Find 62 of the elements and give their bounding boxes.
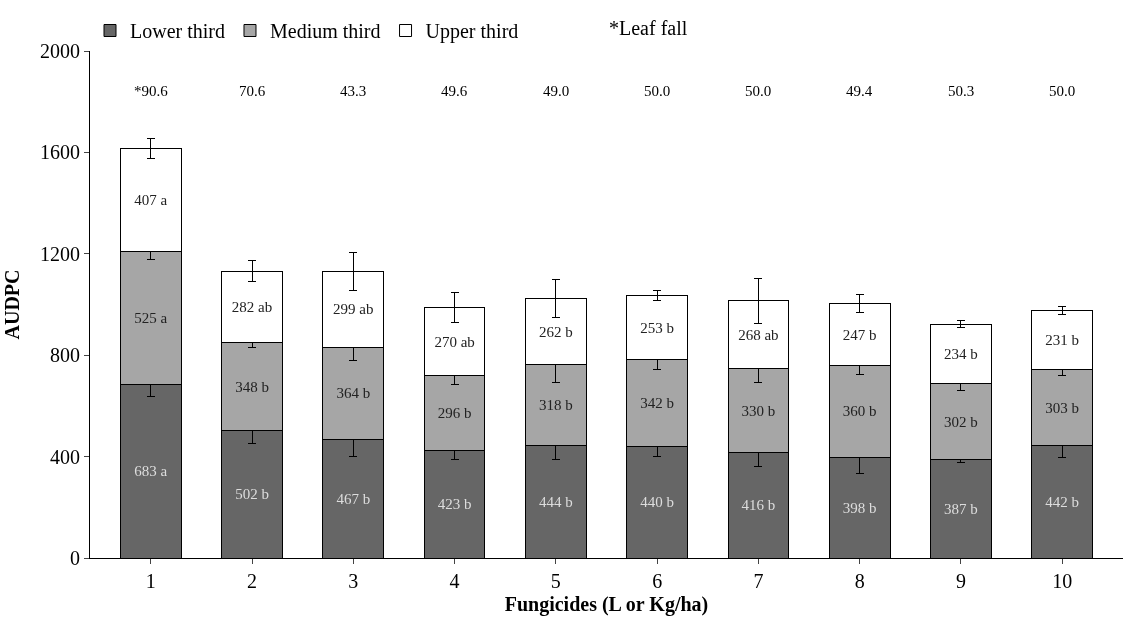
data-label: 318 b bbox=[538, 397, 573, 414]
annotation: 50.0 bbox=[745, 83, 772, 99]
data-label: 467 b bbox=[336, 490, 371, 507]
data-label: 270 ab bbox=[434, 333, 475, 350]
data-label: 234 b bbox=[944, 345, 978, 362]
data-label: 398 b bbox=[842, 499, 877, 516]
legend-label: Lower third bbox=[130, 20, 225, 43]
x-tick-label: 2 bbox=[247, 570, 258, 592]
x-tick-label: 1 bbox=[145, 570, 156, 592]
data-label: 683 a bbox=[134, 463, 168, 480]
data-label: 442 b bbox=[1045, 493, 1080, 510]
y-tick-label: 400 bbox=[50, 445, 80, 468]
annotation: 49.4 bbox=[846, 83, 873, 99]
data-label: 416 b bbox=[741, 497, 776, 514]
x-tick-label: 10 bbox=[1052, 570, 1073, 592]
x-tick-label: 6 bbox=[652, 570, 663, 592]
annotation: *90.6 bbox=[134, 83, 169, 99]
annotation: 49.6 bbox=[441, 83, 468, 99]
x-axis-title: Fungicides (L or Kg/ha) bbox=[504, 592, 709, 616]
data-label: 303 b bbox=[1045, 399, 1080, 416]
y-tick-label: 1200 bbox=[40, 242, 80, 265]
legend-label: Medium third bbox=[269, 20, 381, 43]
annotation: 50.0 bbox=[1049, 83, 1076, 99]
data-label: 342 b bbox=[640, 395, 675, 412]
text: *Leaf fall bbox=[609, 17, 688, 39]
x-tick-label: 5 bbox=[550, 570, 561, 592]
data-label: 330 b bbox=[741, 402, 776, 419]
legend-label: Upper third bbox=[425, 20, 519, 44]
y-tick-label: 800 bbox=[50, 344, 80, 367]
data-label: 282 ab bbox=[231, 298, 273, 315]
data-label: 502 b bbox=[235, 486, 269, 503]
x-tick-label: 8 bbox=[854, 570, 865, 592]
x-tick-label: 4 bbox=[449, 570, 460, 592]
data-label: 268 ab bbox=[738, 326, 779, 343]
data-label: 360 b bbox=[842, 403, 877, 420]
y-tick-label: 2000 bbox=[40, 40, 80, 62]
data-label: 302 b bbox=[944, 413, 978, 430]
data-label: 525 a bbox=[134, 310, 168, 327]
x-tick-label: 9 bbox=[955, 570, 966, 592]
x-tick-label: 7 bbox=[753, 570, 764, 592]
data-label: 231 b bbox=[1045, 331, 1080, 348]
data-label: 296 b bbox=[437, 405, 472, 422]
data-label: 387 b bbox=[944, 500, 978, 517]
data-label: 253 b bbox=[640, 319, 675, 336]
y-tick-label: 1600 bbox=[40, 141, 80, 164]
data-label: 262 b bbox=[538, 323, 573, 340]
annotation: 70.6 bbox=[239, 83, 266, 99]
annotation: 50.3 bbox=[948, 83, 975, 99]
y-tick-label: 0 bbox=[70, 547, 80, 569]
annotation: 49.0 bbox=[543, 83, 570, 99]
annotation: 50.0 bbox=[644, 83, 671, 99]
data-label: 444 b bbox=[538, 493, 573, 510]
annotation: 43.3 bbox=[340, 83, 367, 99]
data-label: 364 b bbox=[336, 385, 371, 402]
data-label: 423 b bbox=[437, 496, 472, 513]
data-label: 299 ab bbox=[333, 301, 374, 318]
x-tick-label: 3 bbox=[348, 570, 359, 592]
data-label: 440 b bbox=[640, 494, 675, 511]
data-label: 407 a bbox=[134, 192, 168, 209]
data-label: 348 b bbox=[235, 378, 269, 395]
data-label: 247 b bbox=[842, 326, 877, 343]
y-axis-title: AUDPC bbox=[0, 269, 23, 340]
